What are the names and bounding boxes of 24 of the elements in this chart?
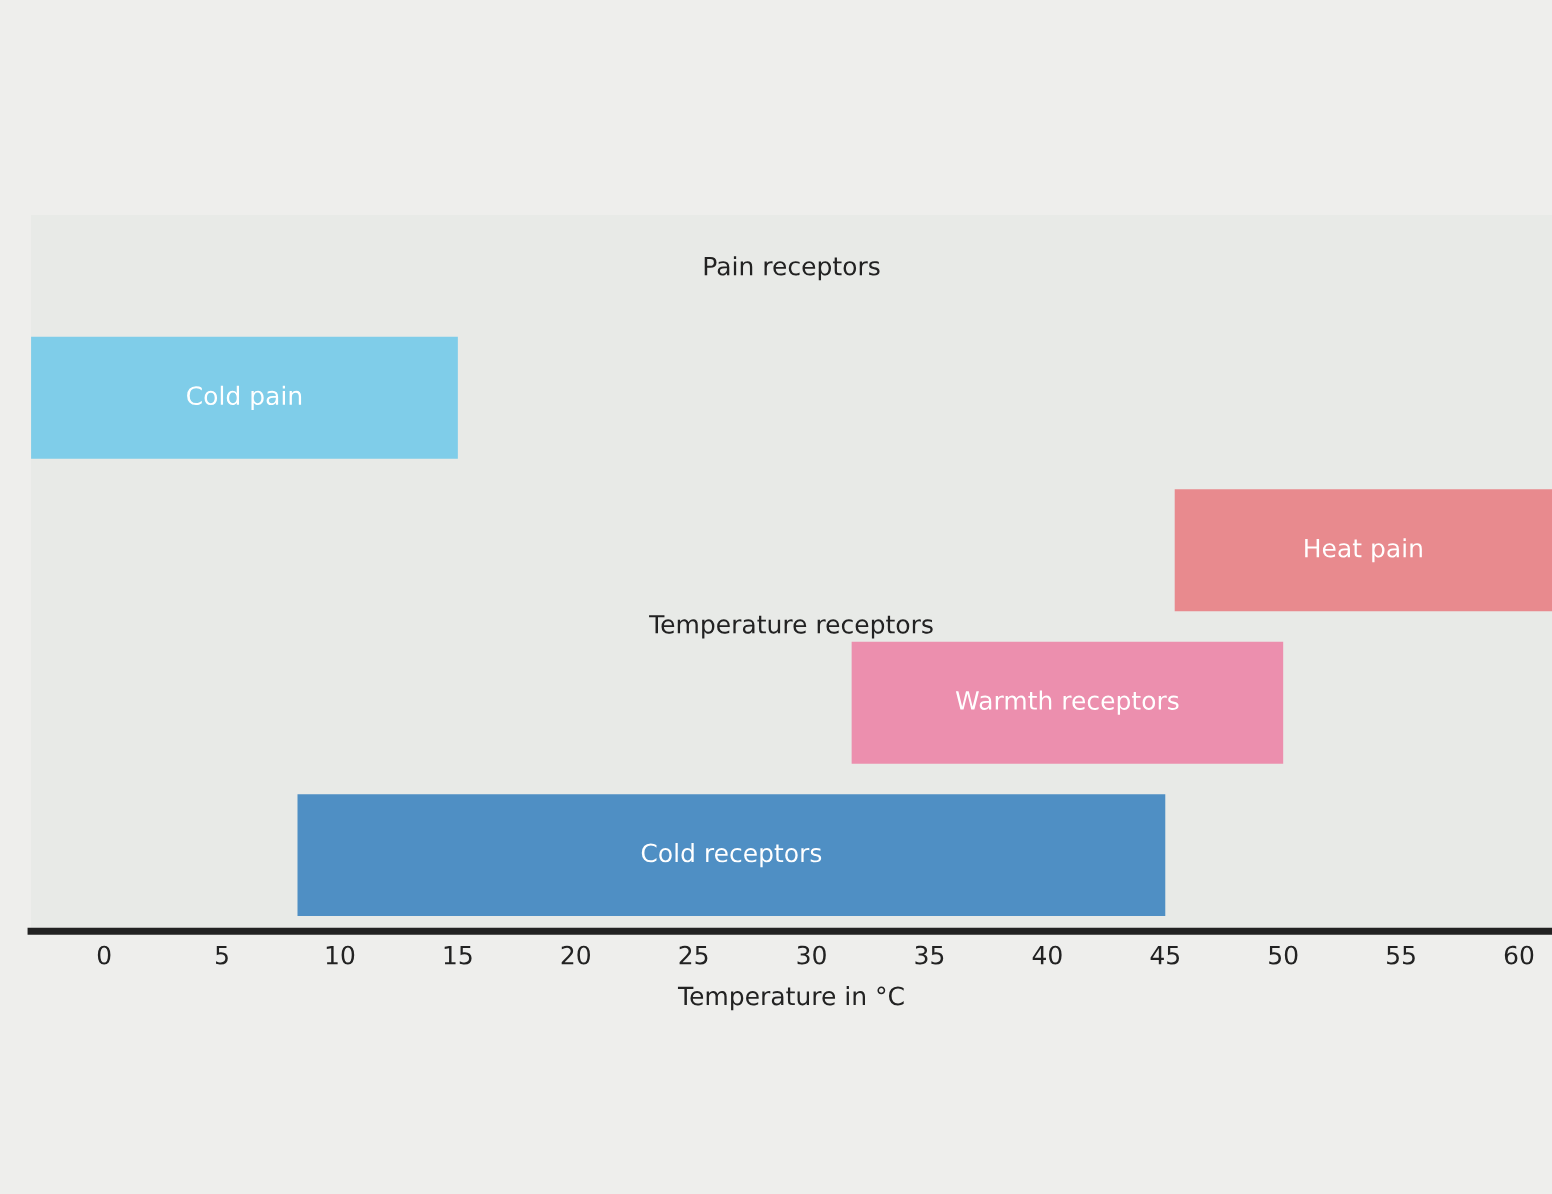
y-tick-label: Cold receptors [641, 843, 822, 868]
x-axis-title: Temperature in °C [677, 986, 904, 1011]
bar [297, 794, 1166, 917]
x-tick-label: 0 [97, 945, 111, 965]
y-tick-label: Warmth receptors [955, 690, 1179, 715]
x-tick-label: 40 [1032, 945, 1062, 965]
x-tick-label: 10 [326, 945, 355, 965]
x-tick-label: 50 [1269, 945, 1298, 965]
y-tick-label: Cold pain [187, 385, 302, 410]
x-tick-label: 35 [915, 945, 944, 965]
x-tick-label: 5 [216, 945, 228, 965]
y-tick-label: Heat pain [1305, 538, 1422, 563]
x-tick-label: 20 [561, 945, 590, 965]
x-tick-label: 60 [1504, 945, 1534, 965]
x-tick-label: 25 [679, 945, 708, 965]
x-tick-label: 45 [1150, 945, 1179, 965]
x-tick-label: 15 [444, 945, 472, 965]
x-tick-label: 55 [1387, 945, 1415, 965]
bar [1174, 489, 1552, 612]
annotation: Temperature receptors [649, 615, 933, 639]
x-tick-label: 30 [797, 945, 826, 965]
annotation: Pain receptors [704, 256, 880, 281]
bar [31, 336, 458, 459]
bar [851, 641, 1284, 764]
